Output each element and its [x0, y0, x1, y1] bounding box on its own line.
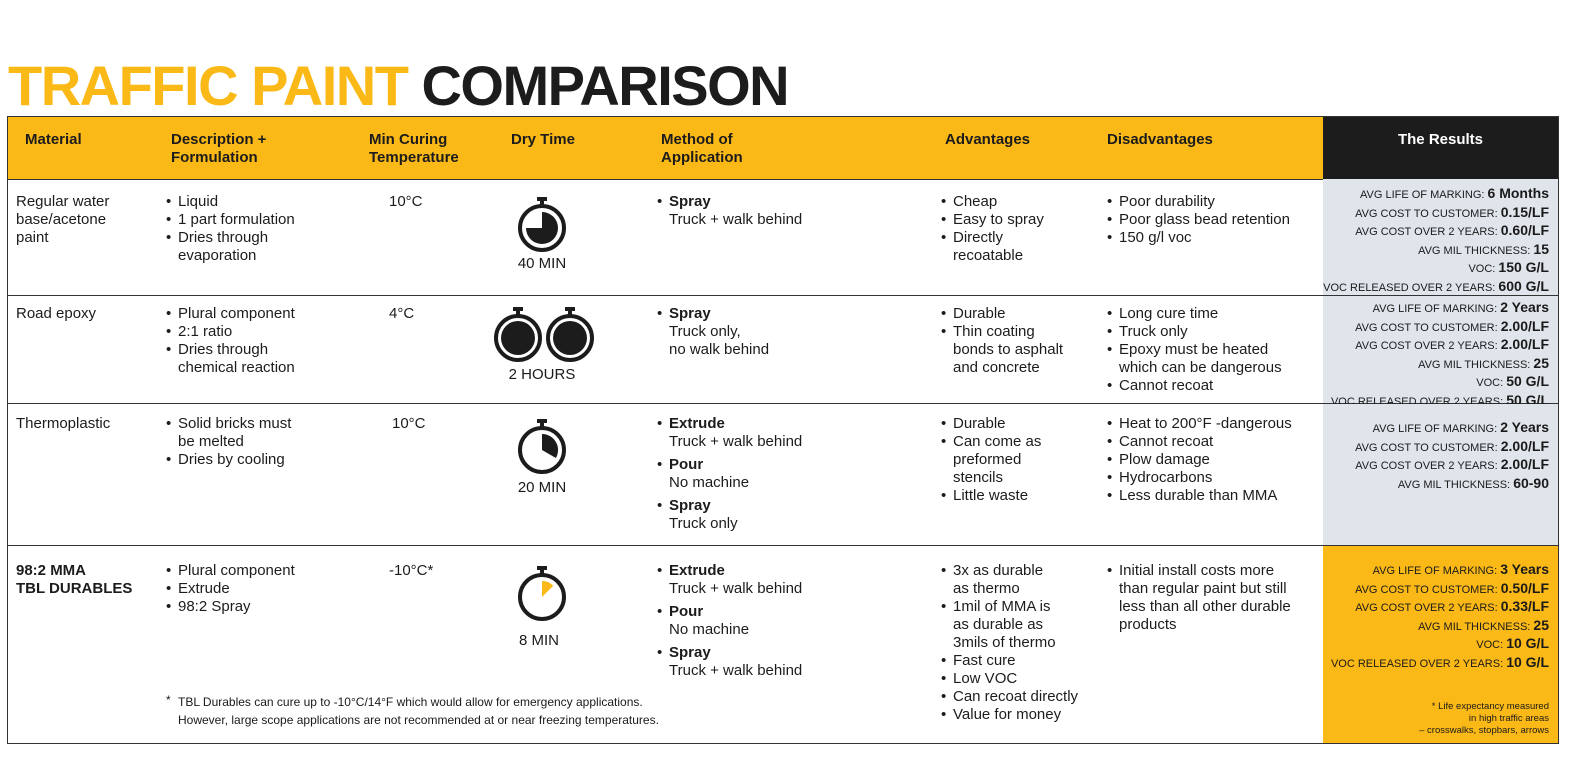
- curing-temperature: -10°C*: [389, 562, 434, 579]
- curing-temperature: 10°C: [392, 415, 426, 432]
- material-cell: Regular water base/acetone paint: [16, 193, 110, 246]
- footnote: * TBL Durables can cure up to -10°C/14°F…: [166, 693, 659, 727]
- advantages-list: Cheap Easy to spray Directly recoatable: [941, 193, 1044, 265]
- title-highlight: TRAFFIC PAINT: [8, 54, 409, 117]
- page-title: TRAFFIC PAINT COMPARISON: [8, 54, 790, 117]
- table-row: Road epoxy Plural component 2:1 ratio Dr…: [8, 296, 1558, 408]
- table-row: Thermoplastic Solid bricks must be melte…: [8, 404, 1558, 546]
- header-advantages: Advantages: [945, 131, 1031, 148]
- material-cell: Road epoxy: [16, 305, 97, 322]
- disadvantages-list: Poor durability Poor glass bead retentio…: [1107, 193, 1290, 247]
- table-header: Material Description + Formulation Min C…: [8, 117, 1558, 180]
- header-description: Description + Formulation: [171, 131, 267, 166]
- material-cell: 98:2 MMA TBL DURABLES: [16, 562, 133, 597]
- dry-time-label: 20 MIN: [517, 479, 567, 496]
- results-cell: AVG LIFE OF MARKING: 2 Years AVG COST TO…: [1323, 404, 1558, 545]
- comparison-table: Material Description + Formulation Min C…: [7, 116, 1559, 744]
- table-row: 98:2 MMA TBL DURABLES Plural component E…: [8, 546, 1558, 743]
- header-disadvantages: Disadvantages: [1107, 131, 1213, 148]
- advantages-list: Durable Can come as preformed stencils L…: [941, 415, 1041, 505]
- header-dry-time: Dry Time: [511, 131, 575, 148]
- stopwatch-icon: [518, 419, 566, 474]
- curing-temperature: 4°C: [389, 305, 415, 322]
- dry-time-label: 8 MIN: [518, 632, 559, 649]
- results-cell: AVG LIFE OF MARKING: 2 Years AVG COST TO…: [1323, 296, 1558, 408]
- stopwatch-icon: [518, 566, 566, 621]
- dry-time-label: 2 HOURS: [508, 366, 576, 383]
- curing-temperature: 10°C: [389, 193, 423, 210]
- results-cell: AVG LIFE OF MARKING: 6 Months AVG COST T…: [1323, 179, 1558, 295]
- disadvantages-list: Long cure time Truck only Epoxy must be …: [1107, 305, 1282, 395]
- title-main: COMPARISON: [421, 54, 789, 117]
- description-list: Plural component Extrude 98:2 Spray: [166, 562, 295, 616]
- description-list: Solid bricks must be melted Dries by coo…: [166, 415, 291, 469]
- header-curing-temperature: Min Curing Temperature: [369, 131, 459, 166]
- description-list: Liquid 1 part formulation Dries through …: [166, 193, 295, 265]
- table-row: Regular water base/acetone paint Liquid …: [8, 179, 1558, 296]
- advantages-list: 3x as durable as thermo 1mil of MMA is a…: [941, 562, 1078, 724]
- stopwatch-double-icon: [494, 307, 594, 362]
- material-cell: Thermoplastic: [16, 415, 111, 432]
- dry-time-label: 40 MIN: [517, 255, 567, 272]
- stopwatch-icon: [518, 197, 566, 252]
- results-header-bg: [1323, 117, 1558, 179]
- header-method: Method of Application: [661, 131, 743, 166]
- header-material: Material: [25, 131, 82, 148]
- life-expectancy-note: * Life expectancy measured in high traff…: [1419, 701, 1549, 736]
- header-results: The Results: [1397, 131, 1484, 148]
- disadvantages-list: Initial install costs more than regular …: [1107, 562, 1291, 634]
- results-cell-highlight: AVG LIFE OF MARKING: 3 Years AVG COST TO…: [1323, 546, 1558, 743]
- advantages-list: Durable Thin coating bonds to asphalt an…: [941, 305, 1063, 377]
- description-list: Plural component 2:1 ratio Dries through…: [166, 305, 295, 377]
- disadvantages-list: Heat to 200°F -dangerous Cannot recoat P…: [1107, 415, 1292, 505]
